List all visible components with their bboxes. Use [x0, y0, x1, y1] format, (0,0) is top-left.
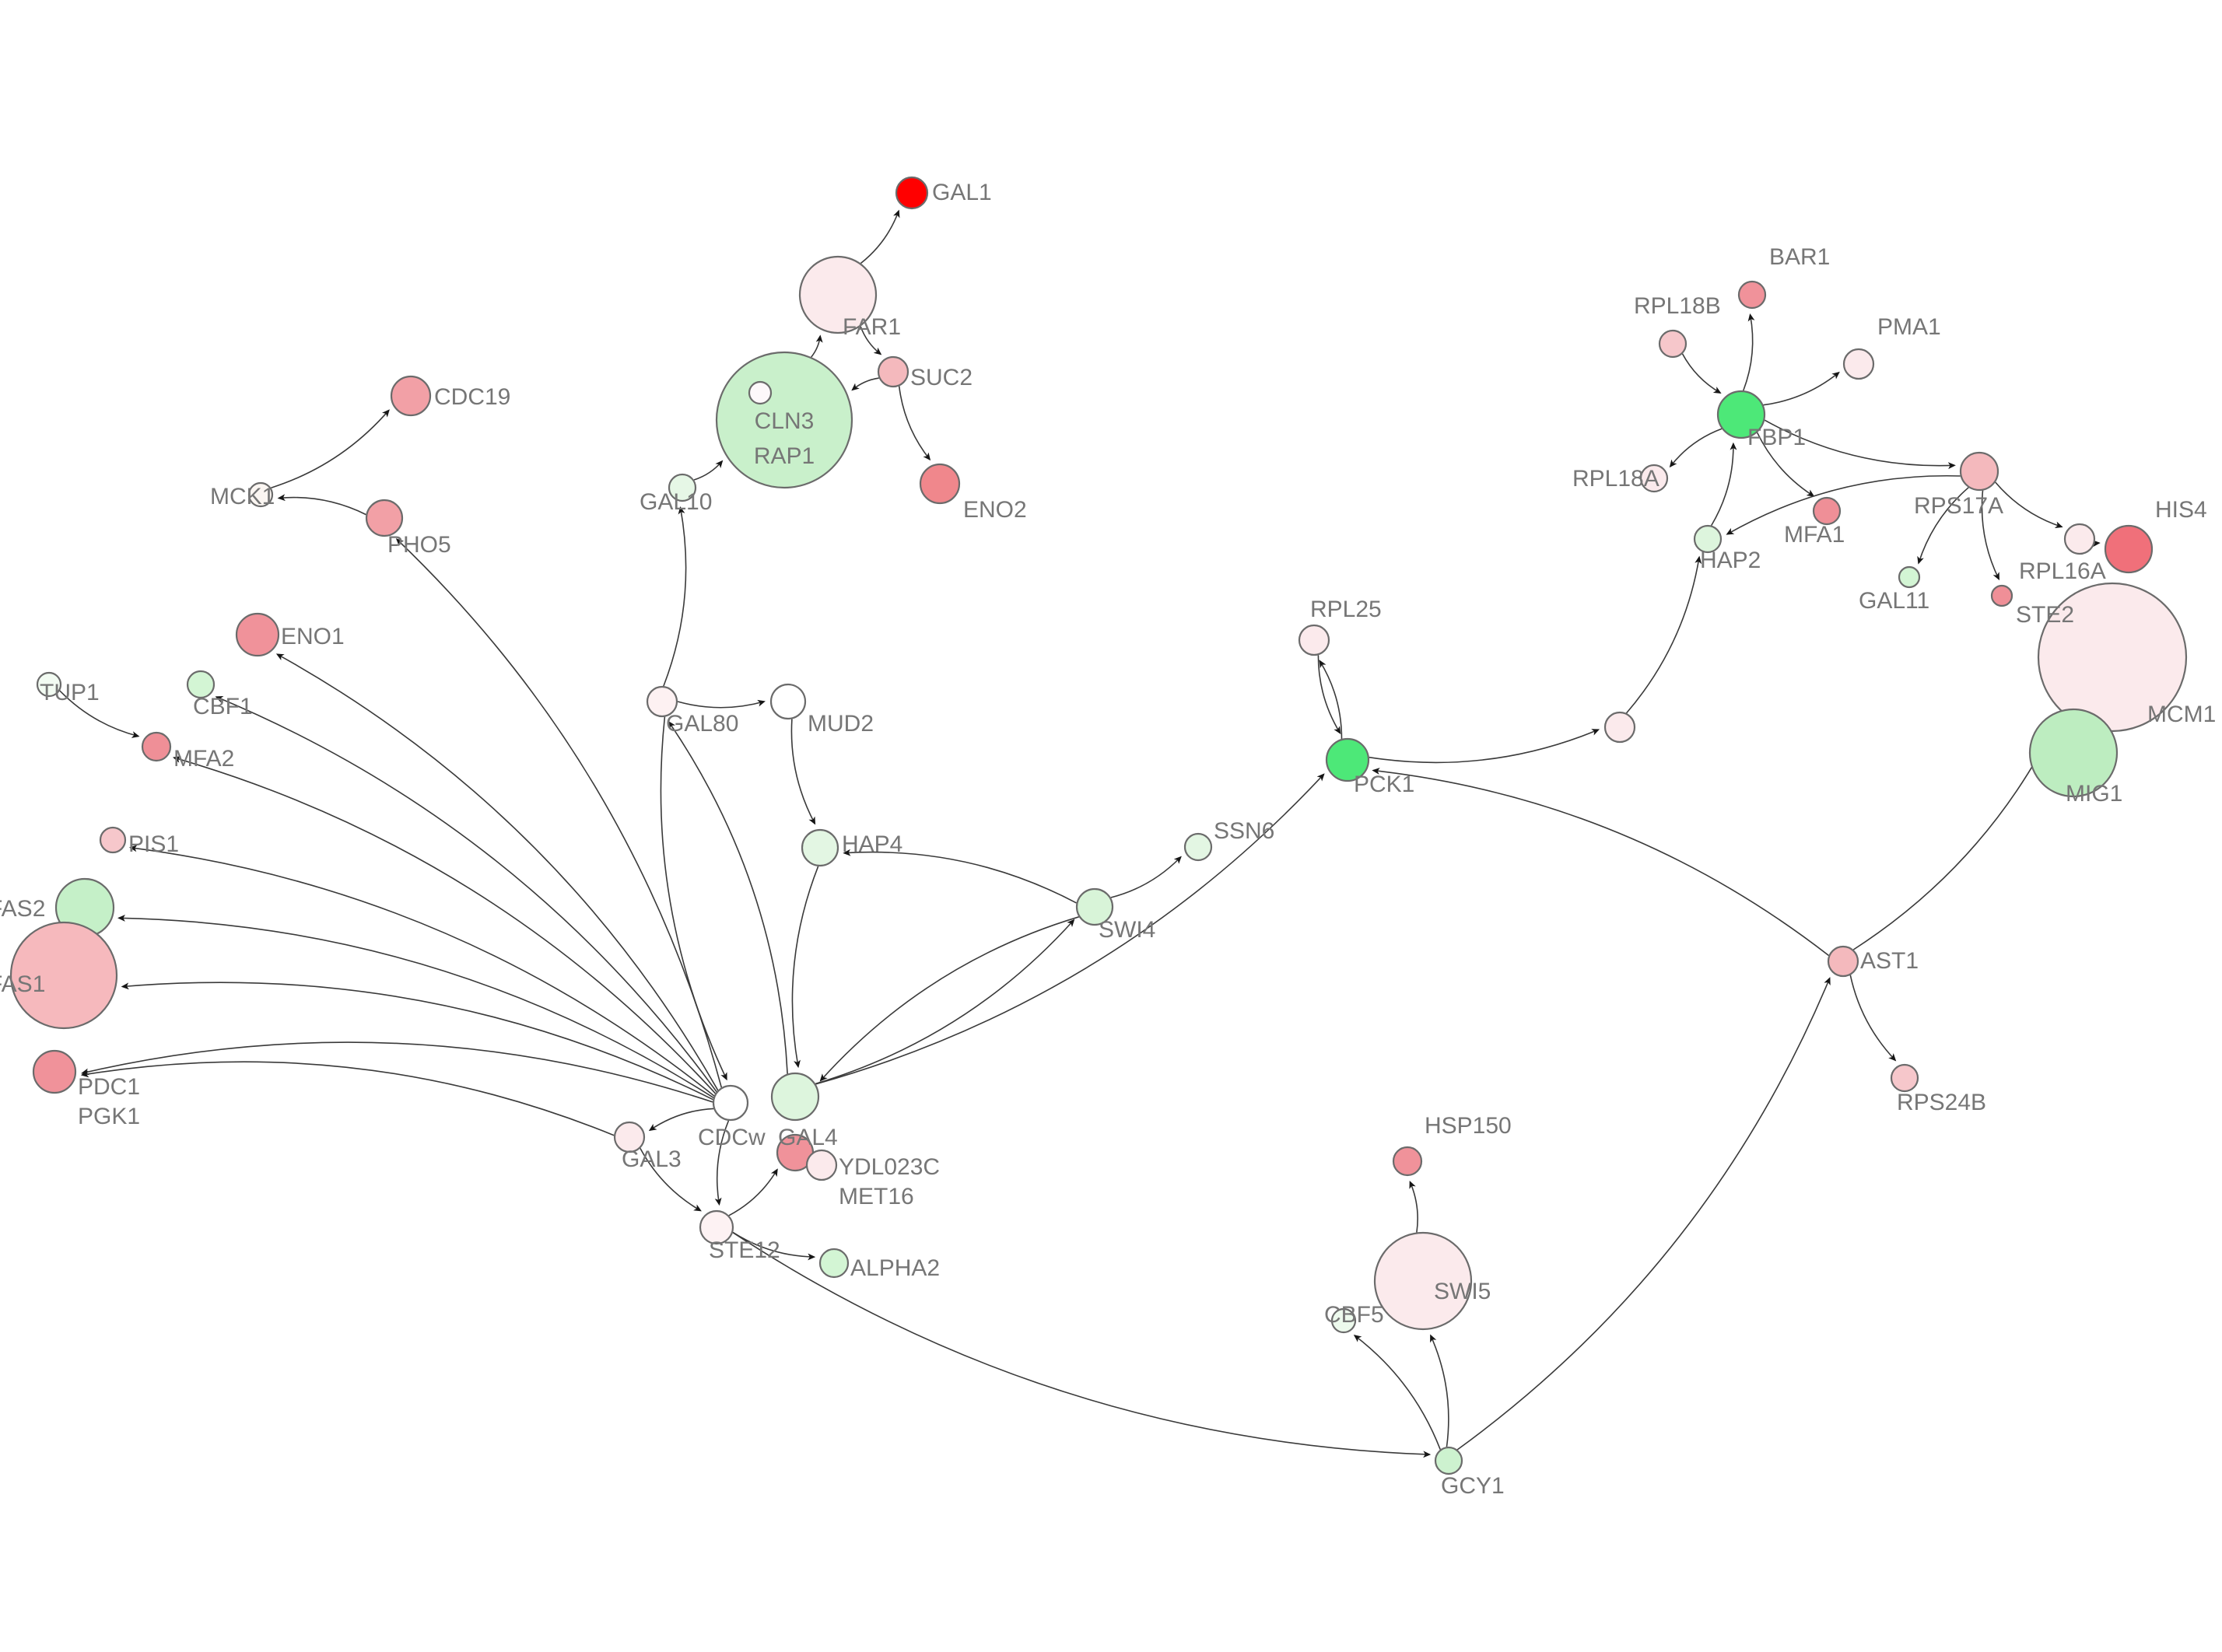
svg-text:HAP4: HAP4 [842, 831, 902, 857]
svg-text:GCY1: GCY1 [1441, 1473, 1505, 1499]
svg-text:CLN3: CLN3 [755, 408, 815, 434]
svg-text:FAS2: FAS2 [0, 896, 45, 922]
svg-text:MCK1: MCK1 [210, 484, 275, 509]
svg-text:PCK1: PCK1 [1354, 772, 1414, 797]
svg-text:CBF1: CBF1 [193, 694, 253, 719]
svg-text:TUP1: TUP1 [40, 680, 100, 705]
svg-text:CDC19: CDC19 [434, 384, 510, 410]
svg-text:MET16: MET16 [839, 1184, 914, 1209]
svg-text:CBF5: CBF5 [1324, 1302, 1384, 1328]
svg-text:STE12: STE12 [709, 1237, 780, 1263]
svg-text:GAL10: GAL10 [640, 489, 712, 515]
svg-text:FAR1: FAR1 [843, 314, 901, 340]
svg-text:ENO2: ENO2 [963, 497, 1027, 523]
svg-text:PMA1: PMA1 [1877, 314, 1941, 340]
svg-text:MIG1: MIG1 [2066, 781, 2122, 807]
svg-text:ENO1: ENO1 [281, 624, 345, 649]
svg-text:PIS1: PIS1 [128, 831, 179, 857]
svg-text:RPS24B: RPS24B [1897, 1090, 1986, 1115]
svg-text:GAL80: GAL80 [666, 711, 738, 737]
svg-text:HAP2: HAP2 [1700, 548, 1761, 573]
svg-text:SSN6: SSN6 [1214, 818, 1274, 844]
svg-text:RAP1: RAP1 [754, 443, 815, 469]
svg-text:MUD2: MUD2 [808, 711, 874, 737]
svg-text:SWI5: SWI5 [1434, 1279, 1491, 1304]
svg-text:RPS17A: RPS17A [1914, 493, 2003, 519]
svg-text:GAL4: GAL4 [778, 1125, 838, 1150]
svg-text:RPL18B: RPL18B [1634, 293, 1721, 319]
svg-text:SUC2: SUC2 [910, 365, 973, 390]
svg-text:RPL25: RPL25 [1310, 597, 1382, 622]
svg-text:ALPHA2: ALPHA2 [850, 1255, 940, 1281]
svg-text:GAL3: GAL3 [622, 1146, 682, 1172]
svg-text:YDL023C: YDL023C [839, 1154, 940, 1180]
svg-text:MFA1: MFA1 [1784, 522, 1845, 548]
svg-text:HSP150: HSP150 [1425, 1113, 1512, 1139]
svg-text:CDCw: CDCw [698, 1125, 766, 1150]
svg-text:PDC1: PDC1 [78, 1074, 140, 1100]
svg-text:BAR1: BAR1 [1769, 244, 1830, 270]
svg-text:RPL16A: RPL16A [2019, 558, 2106, 584]
svg-text:GAL1: GAL1 [932, 180, 992, 205]
svg-text:FBP1: FBP1 [1747, 425, 1806, 450]
svg-text:MFA2: MFA2 [173, 746, 234, 772]
svg-text:RPL18A: RPL18A [1572, 466, 1659, 492]
svg-text:MCM1: MCM1 [2147, 702, 2216, 727]
svg-text:PGK1: PGK1 [78, 1104, 140, 1129]
svg-text:PHO5: PHO5 [387, 532, 451, 558]
svg-text:GAL11: GAL11 [1859, 588, 1929, 614]
svg-text:HIS4: HIS4 [2155, 497, 2207, 523]
svg-text:AST1: AST1 [1860, 948, 1919, 974]
svg-text:FAS1: FAS1 [0, 971, 45, 997]
svg-text:SWI4: SWI4 [1099, 917, 1155, 943]
svg-text:STE2: STE2 [2016, 602, 2074, 628]
